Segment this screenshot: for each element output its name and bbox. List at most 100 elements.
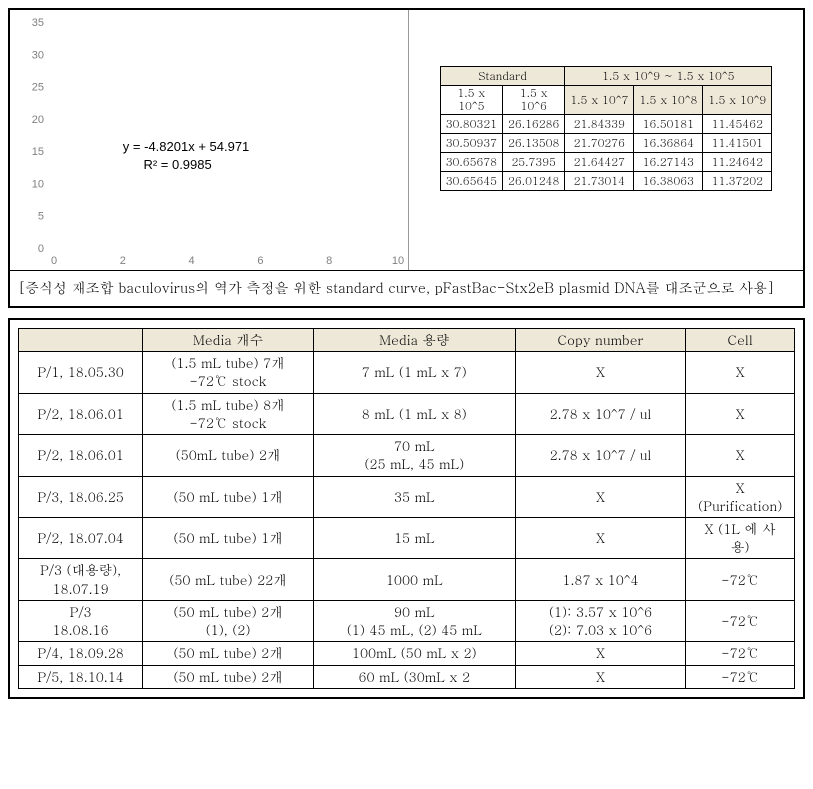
- main-cell: -72℃: [686, 642, 795, 665]
- ytick-label: 30: [32, 49, 44, 61]
- std-cell: 11.37202: [703, 172, 772, 191]
- gap: [8, 308, 805, 318]
- main-table-panel: Media 개수Media 용량Copy numberCell P/1, 18.0…: [8, 318, 805, 699]
- main-cell: 7 mL (1 mL x 7): [313, 352, 515, 393]
- main-cell: P/3, 18.06.25: [19, 476, 143, 517]
- std-cell: 26.16286: [503, 115, 565, 134]
- main-cell: 60 mL (30mL x 2: [313, 665, 515, 688]
- std-cell: 21.73014: [565, 172, 634, 191]
- main-cell: X: [515, 665, 686, 688]
- std-cell: 26.01248: [503, 172, 565, 191]
- main-cell: 90 mL(1) 45 mL, (2) 45 mL: [313, 600, 515, 641]
- main-cell: -72℃: [686, 665, 795, 688]
- main-cell: P/318.08.16: [19, 600, 143, 641]
- ytick-label: 35: [32, 17, 44, 29]
- ytick-label: 0: [38, 243, 44, 255]
- ytick-label: 20: [32, 114, 44, 126]
- top-panel: 051015202530350246810y = -4.8201x + 54.9…: [8, 8, 805, 308]
- main-cell: X: [515, 476, 686, 517]
- std-cell: 11.45462: [703, 115, 772, 134]
- std-cell: 30.80321: [440, 115, 502, 134]
- main-header: [19, 329, 143, 352]
- xtick-label: 6: [257, 255, 263, 267]
- main-cell: X: [686, 435, 795, 476]
- main-cell: 70 mL(25 mL, 45 mL): [313, 435, 515, 476]
- main-cell: -72℃: [686, 600, 795, 641]
- std-cell: 25.7395: [503, 153, 565, 172]
- main-cell: P/2, 18.06.01: [19, 393, 143, 434]
- main-table: Media 개수Media 용량Copy numberCell P/1, 18.0…: [18, 328, 795, 689]
- main-header: Media 용량: [313, 329, 515, 352]
- std-col-header: 1.5 x 10^7: [565, 86, 634, 115]
- chart-cell: 051015202530350246810y = -4.8201x + 54.9…: [10, 10, 409, 270]
- std-cell: 11.24642: [703, 153, 772, 172]
- std-cell: 30.50937: [440, 134, 502, 153]
- ytick-label: 10: [32, 178, 44, 190]
- main-cell: (50 mL tube) 2개: [143, 642, 314, 665]
- std-col-header: 1.5 x 10^8: [634, 86, 703, 115]
- main-cell: X: [686, 352, 795, 393]
- main-cell: 100mL (50 mL x 2): [313, 642, 515, 665]
- main-header: Copy number: [515, 329, 686, 352]
- main-cell: P/5, 18.10.14: [19, 665, 143, 688]
- std-cell: 30.65645: [440, 172, 502, 191]
- std-header-standard: Standard: [440, 67, 565, 86]
- caption: [증식성 재조합 baculovirus의 역가 측정을 위한 standard…: [10, 270, 803, 306]
- std-cell: 11.41501: [703, 134, 772, 153]
- std-table-cell: Standard1.5 x 10^9 ~ 1.5 x 10^5 1.5 x10^5…: [409, 10, 803, 270]
- xtick-label: 4: [189, 255, 195, 267]
- top-row: 051015202530350246810y = -4.8201x + 54.9…: [10, 10, 803, 270]
- main-cell: 35 mL: [313, 476, 515, 517]
- std-cell: 30.65678: [440, 153, 502, 172]
- std-col-header: 1.5 x10^5: [440, 86, 502, 115]
- main-cell: X: [515, 642, 686, 665]
- main-cell: (50mL tube) 2개: [143, 435, 314, 476]
- main-cell: X: [515, 517, 686, 558]
- std-cell: 16.50181: [634, 115, 703, 134]
- std-header-range: 1.5 x 10^9 ~ 1.5 x 10^5: [565, 67, 772, 86]
- std-col-header: 1.5 x10^6: [503, 86, 565, 115]
- main-cell: X: [515, 352, 686, 393]
- main-cell: (1.5 mL tube) 7개-72℃ stock: [143, 352, 314, 393]
- main-cell: P/1, 18.05.30: [19, 352, 143, 393]
- xtick-label: 10: [392, 255, 404, 267]
- chart-r2: R² = 0.9985: [143, 157, 211, 172]
- std-cell: 16.27143: [634, 153, 703, 172]
- main-header: Media 개수: [143, 329, 314, 352]
- main-cell: (50 mL tube) 22개: [143, 559, 314, 600]
- main-cell: X: [686, 393, 795, 434]
- main-cell: 1.87 x 10^4: [515, 559, 686, 600]
- main-header: Cell: [686, 329, 795, 352]
- std-cell: 21.84339: [565, 115, 634, 134]
- main-cell: P/3 (대용량),18.07.19: [19, 559, 143, 600]
- page-root: 051015202530350246810y = -4.8201x + 54.9…: [8, 8, 805, 699]
- std-cell: 16.36864: [634, 134, 703, 153]
- ytick-label: 5: [38, 211, 44, 223]
- xtick-label: 8: [326, 255, 332, 267]
- std-cell: 21.70276: [565, 134, 634, 153]
- ytick-label: 15: [32, 146, 44, 158]
- main-cell: 1000 mL: [313, 559, 515, 600]
- main-cell: 2.78 x 10^7 / ul: [515, 435, 686, 476]
- std-cell: 26.13508: [503, 134, 565, 153]
- xtick-label: 2: [120, 255, 126, 267]
- main-cell: (50 mL tube) 2개: [143, 665, 314, 688]
- std-cell: 16.38063: [634, 172, 703, 191]
- main-cell: X(Purification): [686, 476, 795, 517]
- main-cell: P/2, 18.06.01: [19, 435, 143, 476]
- main-cell: P/2, 18.07.04: [19, 517, 143, 558]
- main-cell: P/4, 18.09.28: [19, 642, 143, 665]
- main-cell: -72℃: [686, 559, 795, 600]
- main-cell: 15 mL: [313, 517, 515, 558]
- chart-equation: y = -4.8201x + 54.971: [123, 139, 249, 154]
- main-cell: (50 mL tube) 1개: [143, 517, 314, 558]
- main-cell: 8 mL (1 mL x 8): [313, 393, 515, 434]
- main-cell: X (1L 에 사용): [686, 517, 795, 558]
- main-cell: 2.78 x 10^7 / ul: [515, 393, 686, 434]
- standard-table: Standard1.5 x 10^9 ~ 1.5 x 10^5 1.5 x10^5…: [440, 66, 773, 191]
- xtick-label: 0: [51, 255, 57, 267]
- standard-curve-chart: 051015202530350246810y = -4.8201x + 54.9…: [10, 10, 408, 270]
- main-cell: (1): 3.57 x 10^6(2): 7.03 x 10^6: [515, 600, 686, 641]
- main-cell: (50 mL tube) 1개: [143, 476, 314, 517]
- std-col-header: 1.5 x 10^9: [703, 86, 772, 115]
